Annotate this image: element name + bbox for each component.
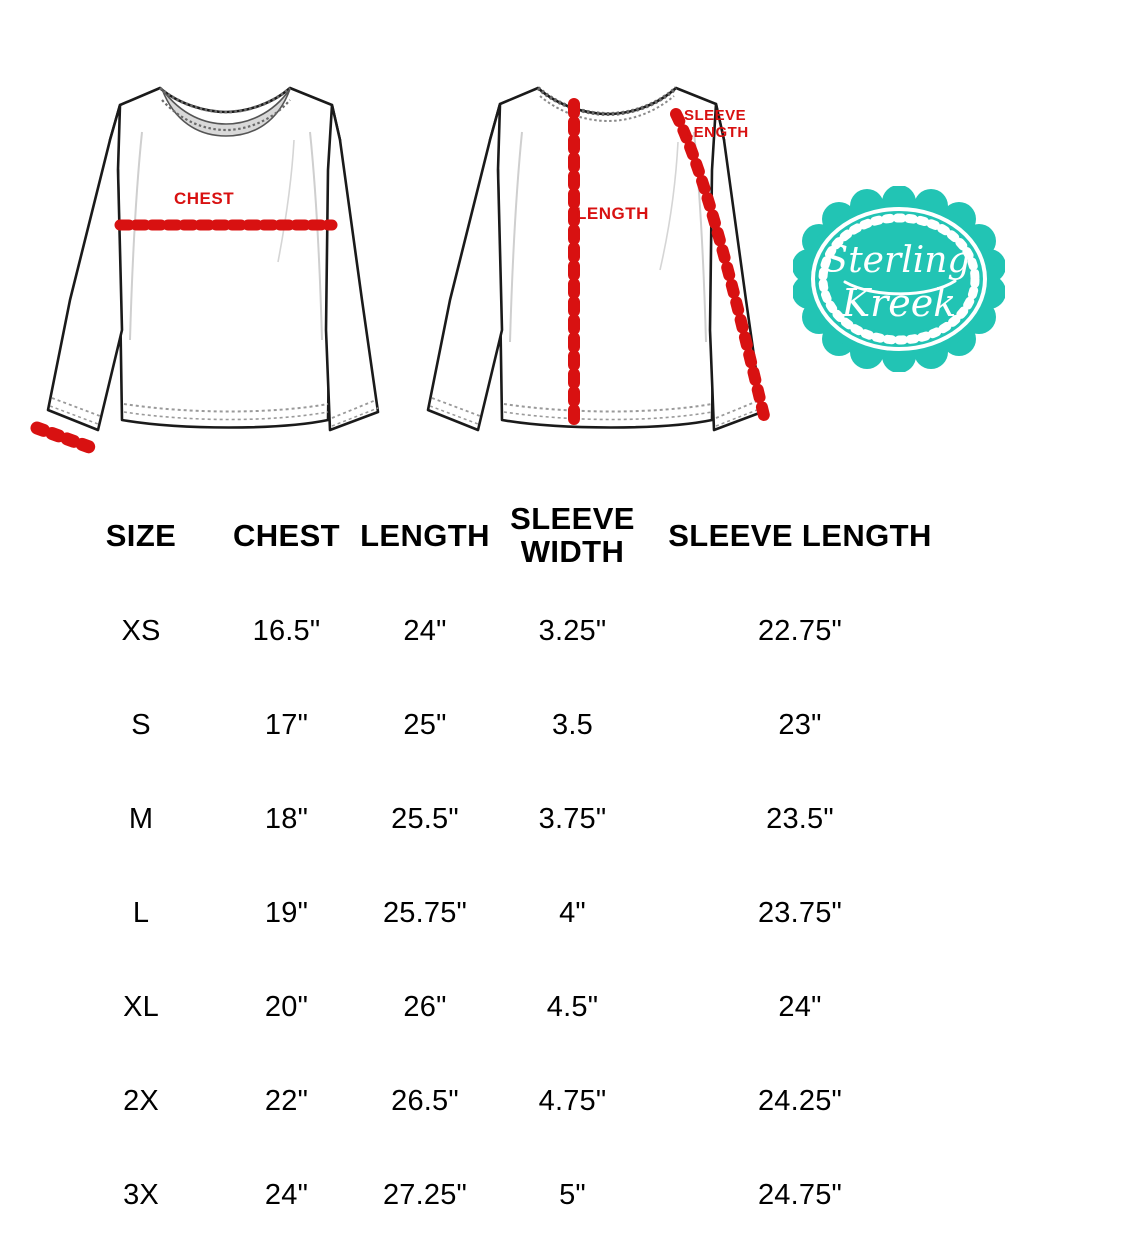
cell-size: XS xyxy=(121,614,161,647)
cell-sleeve-width: 3.5 xyxy=(552,708,593,741)
sleeve-width-measure-dots xyxy=(30,421,99,455)
cell-size: M xyxy=(128,802,154,835)
cell-sleeve-length: 24" xyxy=(778,990,822,1023)
length-measure-label: LENGTH xyxy=(576,204,649,223)
table-row: S 17" 25" 3.5 23" xyxy=(0,678,1126,772)
cell-sleeve-length: 23.5" xyxy=(766,802,834,835)
cell-chest: 24" xyxy=(264,1178,309,1211)
cell-chest: 17" xyxy=(264,708,309,741)
cell-size: 3X xyxy=(123,1178,159,1211)
sleeve-length-measure-label: SLEEVE LENGTH xyxy=(684,107,749,141)
cell-chest: 18" xyxy=(264,802,309,835)
table-row: XS 16.5" 24" 3.25" 22.75" xyxy=(0,584,1126,678)
cell-sleeve-length: 22.75" xyxy=(757,614,843,647)
header-sleeve-length: SLEEVE LENGTH xyxy=(668,517,932,553)
cell-sleeve-width: 3.25" xyxy=(538,614,607,647)
cell-length: 27.25" xyxy=(382,1178,468,1211)
table-row: 3X 24" 27.25" 5" 24.75" xyxy=(0,1148,1126,1242)
cell-sleeve-width: 5" xyxy=(559,1178,586,1211)
cell-chest: 20" xyxy=(264,990,309,1023)
cell-sleeve-length: 24.75" xyxy=(757,1178,843,1211)
cell-length: 25.75" xyxy=(382,896,468,929)
size-chart-table: SIZE CHEST LENGTH SLEEVE WIDTH SLEEVE LE… xyxy=(0,488,1126,1254)
cell-size: XL xyxy=(123,990,159,1023)
table-row: L 19" 25.75" 4" 23.75" xyxy=(0,866,1126,960)
cell-length: 26" xyxy=(403,990,447,1023)
cell-size: 2X xyxy=(123,1084,159,1117)
garment-illustrations: CHEST LENGTH SLEEVE LENGTH xyxy=(0,0,1126,480)
cell-size: S xyxy=(131,708,151,741)
table-row: M 18" 25.5" 3.75" 23.5" xyxy=(0,772,1126,866)
cell-length: 25.5" xyxy=(391,802,459,835)
table-header-row: SIZE CHEST LENGTH SLEEVE WIDTH SLEEVE LE… xyxy=(0,488,1126,584)
cell-sleeve-length: 24.25" xyxy=(757,1084,843,1117)
cell-sleeve-width: 4.75" xyxy=(538,1084,607,1117)
sterling-kreek-badge-icon: Sterling Kreek xyxy=(793,186,1005,372)
cell-sleeve-length: 23.75" xyxy=(757,896,843,929)
header-sleeve-width: SLEEVE WIDTH xyxy=(510,501,635,569)
cell-length: 24" xyxy=(403,614,447,647)
header-length: LENGTH xyxy=(360,517,490,553)
cell-sleeve-width: 3.75" xyxy=(538,802,607,835)
cell-length: 26.5" xyxy=(391,1084,459,1117)
table-row: XL 20" 26" 4.5" 24" xyxy=(0,960,1126,1054)
shirt-front-illustration xyxy=(30,86,380,455)
cell-chest: 19" xyxy=(264,896,309,929)
logo-line-1: Sterling xyxy=(824,240,971,281)
cell-sleeve-width: 4" xyxy=(559,896,586,929)
cell-sleeve-width: 4.5" xyxy=(546,990,599,1023)
header-size: SIZE xyxy=(105,517,177,553)
cell-chest: 22" xyxy=(264,1084,309,1117)
cell-length: 25" xyxy=(403,708,447,741)
header-chest: CHEST xyxy=(232,517,341,553)
brand-logo: Sterling Kreek xyxy=(793,186,1005,372)
chest-measure-label: CHEST xyxy=(174,189,235,208)
cell-chest: 16.5" xyxy=(252,614,321,647)
cell-sleeve-length: 23" xyxy=(778,708,822,741)
cell-size: L xyxy=(132,896,150,929)
table-row: 2X 22" 26.5" 4.75" 24.25" xyxy=(0,1054,1126,1148)
shirt-back-illustration xyxy=(426,86,772,434)
sleeve-length-measure-dots xyxy=(670,108,772,430)
